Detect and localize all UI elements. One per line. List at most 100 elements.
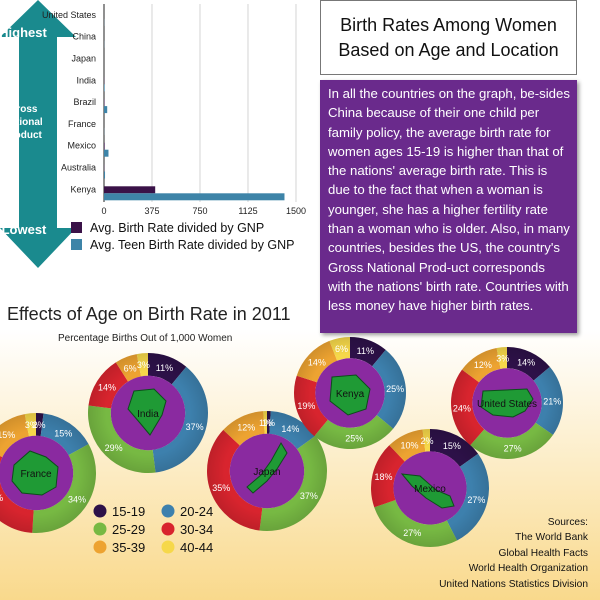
slice-percent-label: 29% — [105, 443, 123, 453]
legend-swatch — [71, 222, 82, 233]
slice-percent-label: 12% — [474, 360, 492, 370]
slice-percent-label: 27% — [467, 495, 485, 505]
bar-chart-grid — [103, 4, 297, 202]
arrow-label-lowest: Lowest — [2, 222, 47, 237]
arrow-label-gnp-2: National — [3, 117, 43, 128]
slice-percent-label: 14% — [98, 382, 116, 392]
slice-percent-label: 37% — [300, 491, 318, 501]
age-legend-dot — [93, 540, 107, 554]
donut-section-title: Effects of Age on Birth Rate in 2011 — [7, 304, 291, 324]
bar-teen-birth-rate — [104, 149, 109, 157]
explanation-box: In all the countries on the graph, be-si… — [320, 80, 577, 333]
slice-percent-label: 6% — [124, 363, 137, 373]
slice-percent-label: 15% — [443, 441, 461, 451]
donut-section-subtitle: Percentage Births Out of 1,000 Women — [58, 333, 232, 344]
x-tick-label: 750 — [192, 206, 207, 216]
age-legend-dot — [93, 504, 107, 518]
slice-percent-label: 19% — [297, 401, 315, 411]
age-legend-label: 35-39 — [112, 540, 145, 555]
gnp-arrow: Highest Gross National Product Lowest — [0, 0, 76, 268]
slice-percent-label: 3% — [25, 420, 38, 430]
slice-percent-label: 15% — [0, 430, 15, 440]
category-label: Japan — [71, 54, 96, 64]
source-item: Global Health Facts — [498, 547, 588, 559]
donut-france: France 2% 15% 34% 31% 15% 3% — [0, 413, 96, 533]
gnp-arrow-shape — [0, 0, 76, 268]
slice-percent-label: 2% — [420, 436, 433, 446]
age-legend-label: 25-29 — [112, 522, 145, 537]
main-title-box: Birth Rates Among Women Based on Age and… — [320, 0, 577, 75]
legend-label: Avg. Teen Birth Rate divided by GNP — [90, 238, 295, 252]
slice-percent-label: 1% — [262, 418, 275, 428]
country-name: France — [20, 469, 52, 480]
slice-percent-label: 2% — [33, 420, 46, 430]
slice-percent-label: 10% — [400, 440, 418, 450]
country-map-shape — [329, 374, 371, 416]
legend-label: Avg. Birth Rate divided by GNP — [90, 221, 264, 235]
donut-mexico: Mexico 15% 27% 27% 18% 10% 2% — [371, 429, 489, 548]
country-name: Japan — [253, 467, 280, 478]
slice-percent-label: 11% — [357, 346, 374, 356]
age-legend-dot — [161, 504, 175, 518]
gnp-bar-chart: United States China Japan India Brazil France… — [42, 4, 306, 252]
bar-chart-x-ticks: 0 375 750 1125 1500 — [101, 206, 306, 216]
slice-percent-label: 34% — [68, 495, 86, 505]
x-tick-label: 375 — [144, 206, 159, 216]
donut-section-heading: Effects of Age on Birth Rate in 2011 Per… — [7, 304, 291, 344]
bar-chart-categories: United States China Japan India Brazil France… — [42, 10, 97, 194]
donut-charts: France 2% 15% 34% 31% 15% 3% India 11% 37% 29% 14% 6… — [0, 337, 564, 548]
main-title: Birth Rates Among Women Based on Age and… — [338, 15, 559, 60]
source-item: The World Bank — [515, 532, 588, 543]
age-group-legend: 15-19 20-24 25-29 30-34 35-39 40-44 — [93, 504, 213, 555]
source-item: World Health Organization — [468, 563, 588, 574]
slice-percent-label: 21% — [543, 396, 561, 406]
country-name: United States — [477, 399, 537, 410]
slice-percent-label: 3% — [496, 353, 509, 363]
sources-heading: Sources: — [547, 516, 588, 528]
legend-swatch — [71, 239, 82, 250]
category-label: Australia — [61, 163, 96, 173]
country-name: Mexico — [414, 484, 446, 495]
country-map-shape — [246, 442, 288, 494]
bar-avg-birth-rate — [104, 142, 105, 150]
bar-avg-birth-rate — [104, 186, 156, 194]
category-label: Mexico — [67, 141, 96, 151]
slice-percent-label: 27% — [403, 528, 421, 538]
slice-percent-label: 35% — [212, 483, 230, 493]
slice-percent-label: 14% — [308, 357, 326, 367]
donut-united-states: United States 14% 21% 27% 24% 12% 3% — [450, 347, 564, 460]
slice-percent-label: 27% — [504, 444, 522, 454]
category-label: Kenya — [70, 184, 96, 194]
donut-india: India 11% 37% 29% 14% 6% 3% — [88, 353, 209, 473]
category-label: Brazil — [73, 97, 96, 107]
bar-teen-birth-rate — [104, 193, 285, 201]
slice-percent-label: 14% — [281, 424, 299, 434]
slice-percent-label: 25% — [386, 384, 404, 394]
category-label: France — [68, 119, 96, 129]
category-label: India — [76, 75, 96, 85]
country-name: Kenya — [336, 389, 365, 400]
country-map-shape — [127, 388, 167, 436]
bar-chart-legend: Avg. Birth Rate divided by GNP Avg. Teen … — [71, 221, 295, 252]
age-legend-label: 15-19 — [112, 504, 145, 519]
explanation-text: In all the countries on the graph, be-si… — [328, 86, 570, 314]
arrow-label-highest: Highest — [0, 25, 48, 40]
bar-teen-birth-rate — [104, 171, 106, 179]
category-label: China — [72, 32, 96, 42]
bar-teen-birth-rate — [104, 84, 105, 92]
slice-percent-label: 6% — [335, 344, 348, 354]
age-legend-label: 30-34 — [180, 522, 213, 537]
slice-percent-label: 24% — [453, 403, 471, 413]
age-legend-dot — [161, 540, 175, 554]
slice-percent-label: 1% — [259, 418, 272, 428]
arrow-label-gnp-3: Product — [4, 130, 42, 141]
country-map-shape — [11, 450, 59, 496]
bar-chart-bars — [104, 18, 285, 201]
bar-avg-birth-rate — [104, 99, 105, 107]
arrow-label-gnp-1: Gross — [9, 104, 38, 115]
country-name: India — [137, 409, 159, 420]
slice-percent-label: 18% — [375, 472, 393, 482]
bar-teen-birth-rate — [104, 106, 108, 114]
slice-percent-label: 31% — [0, 493, 3, 503]
